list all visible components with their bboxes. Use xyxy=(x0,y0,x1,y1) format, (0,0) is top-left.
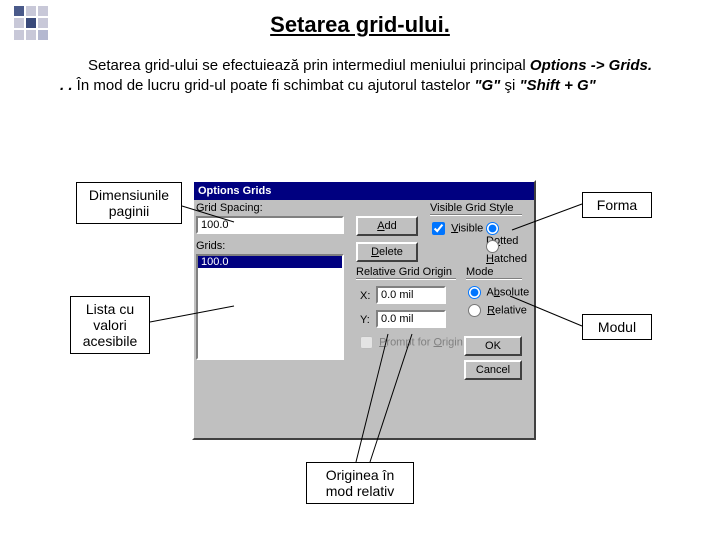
dialog-titlebar: Options Grids xyxy=(194,182,534,200)
grids-list-item[interactable]: 100.0 xyxy=(198,256,342,268)
y-input[interactable] xyxy=(376,310,446,328)
relative-radio[interactable]: Relative xyxy=(468,304,527,317)
visible-style-label: Visible Grid Style xyxy=(430,202,514,214)
grid-spacing-label: Grid Spacing: xyxy=(196,202,263,214)
group-divider-2 xyxy=(356,278,456,280)
grids-listbox[interactable]: 100.0 xyxy=(196,254,344,360)
grid-spacing-input[interactable] xyxy=(196,216,344,234)
description-paragraph: Setarea grid-ului se efectuiează prin in… xyxy=(60,56,660,97)
callout-text: Originea în xyxy=(326,467,394,483)
para-b3: "Shift + G" xyxy=(519,77,595,94)
y-label: Y: xyxy=(360,314,370,326)
callout-text: valori xyxy=(93,317,126,333)
options-grids-dialog: Options Grids Grid Spacing: Grids: 100.0… xyxy=(192,180,536,440)
ok-button[interactable]: OK xyxy=(464,336,522,356)
callout-text: Forma xyxy=(597,197,637,213)
callout-dimensiunile: Dimensiunile paginii xyxy=(76,182,182,224)
callout-text: mod relativ xyxy=(326,483,394,499)
absolute-radio[interactable]: Absolute xyxy=(468,286,529,299)
callout-forma: Forma xyxy=(582,192,652,218)
rel-origin-label: Relative Grid Origin xyxy=(356,266,452,278)
x-input[interactable] xyxy=(376,286,446,304)
para-t2: În mod de lucru grid-ul poate fi schimba… xyxy=(73,77,475,94)
callout-text: Modul xyxy=(598,319,636,335)
para-b2: "G" xyxy=(474,77,500,94)
visible-checkbox[interactable]: Visible xyxy=(432,222,483,235)
callout-text: paginii xyxy=(109,203,149,219)
cancel-button[interactable]: Cancel xyxy=(464,360,522,380)
group-divider xyxy=(430,214,522,216)
group-divider-3 xyxy=(466,278,522,280)
callout-originea: Originea în mod relativ xyxy=(306,462,414,504)
delete-button[interactable]: Delete xyxy=(356,242,418,262)
grids-label: Grids: xyxy=(196,240,225,252)
callout-text: acesibile xyxy=(83,333,137,349)
hatched-radio[interactable]: Hatched xyxy=(486,240,534,265)
para-t1: Setarea grid-ului se efectuiează prin in… xyxy=(88,57,530,74)
callout-modul: Modul xyxy=(582,314,652,340)
mode-label: Mode xyxy=(466,266,494,278)
callout-text: Dimensiunile xyxy=(89,187,169,203)
x-label: X: xyxy=(360,290,370,302)
prompt-origin-checkbox: Prompt for Origin xyxy=(360,336,463,349)
page-title: Setarea grid-ului. xyxy=(0,12,720,38)
callout-text: Lista cu xyxy=(86,301,134,317)
callout-lista: Lista cu valori acesibile xyxy=(70,296,150,354)
add-button[interactable]: Add xyxy=(356,216,418,236)
para-t3: şi xyxy=(500,77,519,94)
